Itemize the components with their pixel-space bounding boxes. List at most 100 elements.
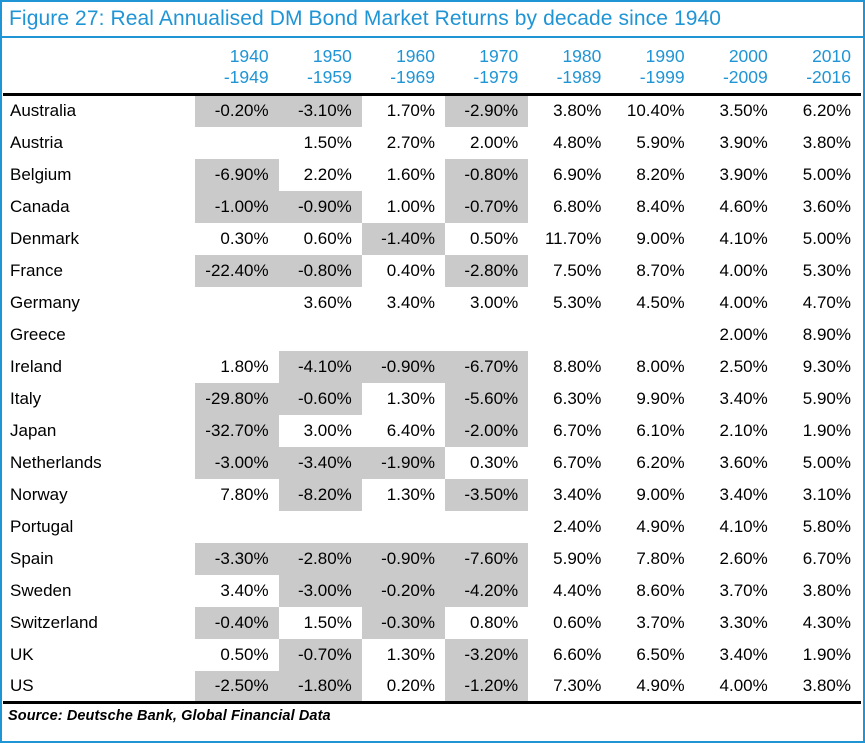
return-cell: 3.70% bbox=[719, 580, 768, 600]
return-cell bbox=[611, 319, 694, 351]
return-cell: 5.30% bbox=[553, 292, 602, 312]
return-cell: 0.60% bbox=[553, 612, 602, 632]
return-cell: -3.50% bbox=[445, 478, 529, 511]
country-label: Spain bbox=[10, 548, 54, 568]
return-cell: 8.40% bbox=[636, 196, 685, 216]
return-cell: 3.80% bbox=[553, 101, 602, 121]
return-cell: 9.90% bbox=[636, 388, 685, 408]
return-cell: 1.00% bbox=[386, 196, 435, 216]
return-cell: 4.10% bbox=[719, 516, 768, 536]
return-cell: 3.40% bbox=[553, 484, 602, 504]
return-cell: 5.30% bbox=[802, 260, 851, 280]
country-label: Australia bbox=[10, 101, 77, 121]
return-cell: 2.40% bbox=[553, 516, 602, 536]
return-cell: 6.30% bbox=[553, 388, 602, 408]
table-row: Sweden 3.40% -3.00% -0.20% -4.20% 4.40% 8.60% 3… bbox=[3, 574, 861, 607]
return-cell: 6.60% bbox=[553, 644, 602, 664]
country-label: Greece bbox=[10, 324, 66, 344]
return-cell: 0.30% bbox=[469, 452, 519, 472]
column-header-decade: 2000 -2009 bbox=[722, 46, 768, 87]
country-label: Denmark bbox=[10, 228, 79, 248]
table-row: Netherlands -3.00% -3.40% -1.90% 0.30% 6.70% 6… bbox=[3, 446, 861, 479]
return-cell: -4.10% bbox=[278, 350, 362, 383]
country-label: Italy bbox=[10, 388, 42, 408]
return-cell: 1.50% bbox=[303, 612, 352, 632]
return-cell bbox=[362, 319, 445, 351]
country-label: Portugal bbox=[10, 516, 74, 536]
return-cell: 3.80% bbox=[802, 675, 851, 695]
return-cell: 6.70% bbox=[553, 452, 602, 472]
corner-spacer bbox=[3, 38, 195, 95]
return-cell: 1.50% bbox=[303, 132, 352, 152]
return-cell: 4.00% bbox=[719, 292, 768, 312]
return-cell: 4.10% bbox=[719, 228, 768, 248]
return-cell: 5.00% bbox=[802, 164, 851, 184]
return-cell: 7.80% bbox=[636, 548, 685, 568]
table-row: Ireland 1.80% -4.10% -0.90% -6.70% 8.80% 8.00%… bbox=[3, 350, 861, 383]
return-cell: -2.50% bbox=[195, 670, 279, 703]
figure-title: Figure 27: Real Annualised DM Bond Marke… bbox=[2, 2, 863, 38]
table-header: 1940 -1949 1950 -1959 1960 -1969 1970 -1979 1980… bbox=[3, 38, 861, 95]
return-cell: 3.00% bbox=[469, 292, 519, 312]
return-cell: 8.90% bbox=[802, 324, 851, 344]
return-cell: 3.60% bbox=[303, 292, 352, 312]
return-cell: 5.90% bbox=[553, 548, 602, 568]
return-cell: -1.90% bbox=[361, 446, 445, 479]
return-cell: 2.70% bbox=[386, 132, 435, 152]
column-header-decade: 1990 -1999 bbox=[639, 46, 685, 87]
return-cell: 1.70% bbox=[386, 101, 435, 121]
column-header-decade: 2010 -2016 bbox=[806, 46, 851, 87]
return-cell: 6.20% bbox=[636, 452, 685, 472]
country-label: Netherlands bbox=[10, 452, 102, 472]
return-cell: -2.90% bbox=[445, 94, 529, 127]
return-cell: -2.80% bbox=[278, 542, 362, 575]
return-cell: 8.60% bbox=[636, 580, 685, 600]
return-cell bbox=[195, 511, 278, 543]
return-cell: 3.80% bbox=[802, 580, 851, 600]
returns-table: 1940 -1949 1950 -1959 1960 -1969 1970 -1979 1980… bbox=[3, 38, 861, 704]
return-cell: 2.20% bbox=[303, 164, 352, 184]
return-cell bbox=[279, 319, 362, 351]
column-header-decade: 1960 -1969 bbox=[390, 46, 435, 87]
return-cell: -3.20% bbox=[445, 638, 529, 671]
return-cell: 1.90% bbox=[802, 644, 851, 664]
return-cell: -0.80% bbox=[445, 158, 529, 191]
return-cell: -8.20% bbox=[278, 478, 362, 511]
return-cell: 1.30% bbox=[386, 388, 435, 408]
return-cell: 3.50% bbox=[719, 101, 768, 121]
return-cell: -7.60% bbox=[445, 542, 529, 575]
return-cell bbox=[362, 511, 445, 543]
return-cell: -3.30% bbox=[195, 542, 279, 575]
return-cell: 2.00% bbox=[469, 132, 519, 152]
return-cell: 8.70% bbox=[636, 260, 685, 280]
table-row: Greece 2.00% 8.90% bbox=[3, 319, 861, 351]
return-cell: 6.70% bbox=[802, 548, 851, 568]
country-label: Canada bbox=[10, 196, 70, 216]
return-cell: 0.30% bbox=[220, 228, 269, 248]
return-cell: 2.60% bbox=[719, 548, 768, 568]
return-cell: -1.40% bbox=[361, 222, 445, 255]
country-label: Ireland bbox=[10, 356, 62, 376]
return-cell: -6.70% bbox=[445, 350, 529, 383]
return-cell: 3.60% bbox=[802, 196, 851, 216]
country-label: Japan bbox=[10, 420, 57, 440]
return-cell: -29.80% bbox=[195, 382, 279, 415]
return-cell: 3.40% bbox=[386, 292, 435, 312]
return-cell: 3.60% bbox=[719, 452, 768, 472]
return-cell: 3.90% bbox=[719, 164, 768, 184]
return-cell: 4.90% bbox=[636, 516, 685, 536]
table-row: Italy -29.80% -0.60% 1.30% -5.60% 6.30% 9.90% 3… bbox=[3, 382, 861, 415]
return-cell: 3.40% bbox=[220, 580, 269, 600]
return-cell bbox=[195, 319, 278, 351]
return-cell: -0.60% bbox=[278, 382, 362, 415]
return-cell: 10.40% bbox=[626, 101, 685, 121]
return-cell bbox=[445, 319, 528, 351]
return-cell: -32.70% bbox=[195, 414, 279, 447]
column-header-decade: 1950 -1959 bbox=[307, 46, 352, 87]
return-cell: 9.00% bbox=[636, 228, 685, 248]
country-label: Norway bbox=[10, 484, 68, 504]
return-cell: -0.90% bbox=[361, 542, 445, 575]
country-label: UK bbox=[10, 644, 34, 664]
return-cell: 5.90% bbox=[802, 388, 851, 408]
table-row: Switzerland -0.40% 1.50% -0.30% 0.80% 0.60% 3.… bbox=[3, 606, 861, 639]
